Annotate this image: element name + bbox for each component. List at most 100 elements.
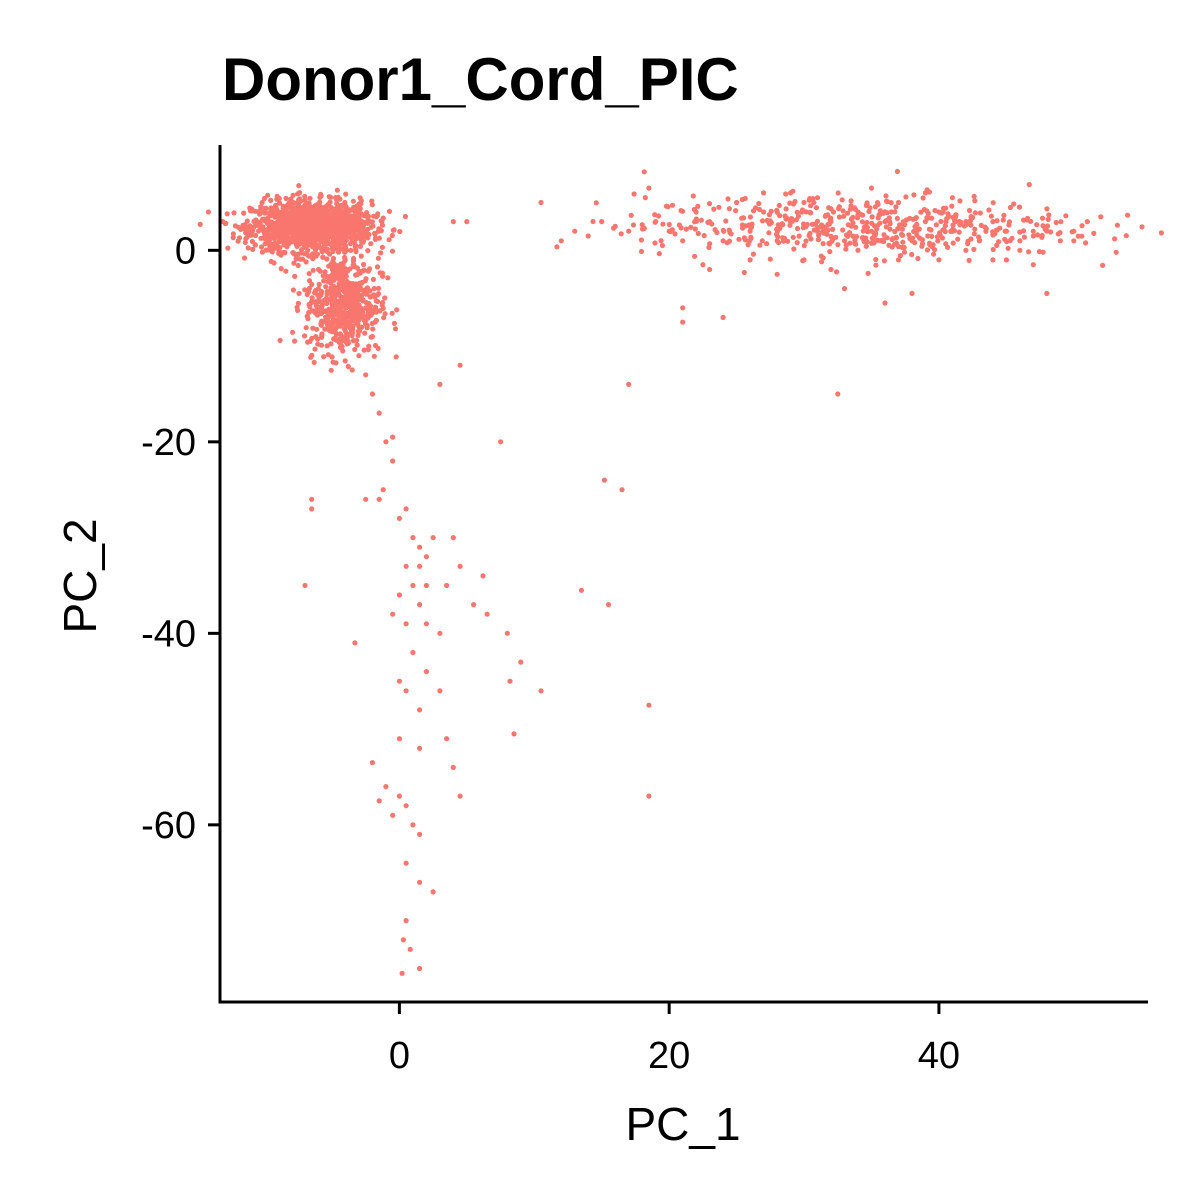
data-point	[994, 227, 1000, 233]
data-point	[873, 231, 879, 237]
data-point	[306, 278, 313, 284]
data-point	[302, 582, 308, 589]
data-point	[695, 203, 701, 209]
data-point	[309, 506, 315, 512]
data-point	[766, 230, 772, 236]
data-point	[882, 219, 888, 225]
data-point	[328, 341, 334, 347]
data-point	[972, 198, 978, 204]
data-point	[352, 232, 358, 238]
data-point	[768, 208, 774, 214]
data-point	[1030, 262, 1036, 268]
data-point	[790, 234, 796, 240]
data-point	[363, 496, 369, 502]
data-point	[253, 232, 259, 239]
data-point	[1114, 222, 1120, 228]
data-point	[971, 231, 977, 237]
data-point	[986, 207, 992, 213]
data-point	[350, 198, 356, 204]
data-point	[845, 210, 851, 216]
data-point	[379, 244, 385, 250]
data-point	[663, 203, 670, 209]
data-point	[276, 215, 282, 221]
data-point	[835, 242, 841, 248]
data-point	[361, 221, 367, 227]
data-point	[332, 220, 339, 226]
data-point	[897, 253, 904, 259]
data-point	[593, 200, 599, 206]
data-point	[403, 860, 409, 866]
data-point	[824, 231, 830, 237]
data-point	[894, 168, 901, 175]
data-point	[276, 200, 283, 206]
data-point	[363, 305, 369, 311]
data-point	[816, 232, 822, 238]
data-point	[680, 305, 686, 311]
data-point	[639, 226, 646, 232]
x-tick-label: 40	[918, 1035, 960, 1077]
data-point	[612, 223, 618, 229]
data-point	[271, 260, 277, 266]
data-point	[430, 889, 436, 895]
data-point	[394, 307, 400, 313]
data-point	[342, 249, 348, 255]
data-point	[321, 354, 327, 360]
data-point	[450, 219, 456, 225]
data-point	[1026, 249, 1032, 255]
data-point	[912, 224, 918, 230]
y-tick-label: 0	[175, 230, 196, 272]
data-point	[284, 244, 290, 250]
y-tick-label: -20	[141, 422, 196, 464]
data-point	[840, 208, 846, 214]
data-point	[653, 219, 659, 225]
data-point	[325, 318, 331, 324]
data-point	[372, 236, 378, 242]
data-point	[305, 247, 311, 253]
data-point	[262, 210, 268, 216]
data-point	[242, 239, 248, 245]
y-tick-label: -40	[141, 613, 196, 655]
data-point	[423, 621, 429, 627]
data-point	[354, 271, 360, 278]
data-point	[721, 228, 727, 234]
data-point	[925, 215, 931, 221]
data-point	[231, 210, 237, 216]
data-point	[801, 199, 807, 206]
x-tick-label: 0	[389, 1035, 410, 1077]
data-point	[345, 338, 351, 344]
data-point	[990, 219, 996, 225]
data-point	[1001, 212, 1007, 218]
data-point	[352, 244, 358, 250]
data-point	[895, 257, 902, 263]
data-point	[736, 236, 742, 242]
data-point	[410, 649, 416, 656]
data-point	[572, 228, 578, 234]
data-point	[276, 248, 282, 254]
data-point	[350, 338, 356, 344]
data-point	[618, 231, 624, 237]
data-point	[417, 544, 423, 550]
data-point	[351, 258, 357, 264]
data-point	[750, 251, 757, 257]
data-point	[558, 238, 564, 244]
data-point	[241, 255, 248, 261]
data-point	[417, 831, 423, 838]
data-point	[893, 235, 899, 241]
data-point	[303, 325, 309, 331]
data-point	[349, 333, 355, 339]
data-point	[315, 242, 322, 249]
data-point	[363, 276, 369, 282]
data-point	[312, 224, 318, 230]
data-point	[869, 220, 875, 226]
data-point	[628, 212, 634, 218]
data-point	[289, 239, 295, 245]
data-point	[315, 219, 322, 225]
data-point	[390, 434, 396, 440]
data-point	[396, 678, 402, 684]
data-point	[274, 225, 281, 231]
data-point	[712, 227, 718, 233]
data-point	[911, 192, 917, 198]
data-point	[840, 227, 846, 233]
data-point	[884, 199, 891, 205]
